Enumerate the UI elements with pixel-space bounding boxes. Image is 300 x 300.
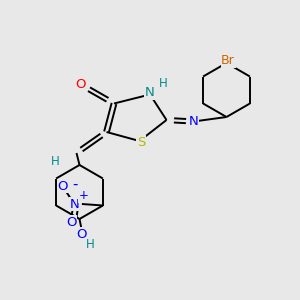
Text: S: S [137, 136, 145, 149]
Text: H: H [51, 155, 60, 168]
Text: H: H [86, 238, 95, 251]
Text: Br: Br [221, 54, 235, 67]
Text: O: O [76, 77, 86, 91]
Text: O: O [66, 215, 76, 229]
Text: O: O [58, 179, 68, 193]
Text: N: N [70, 197, 79, 211]
Text: -: - [72, 176, 78, 191]
Text: +: + [78, 189, 88, 202]
Text: O: O [77, 227, 87, 241]
Text: H: H [159, 77, 168, 91]
Text: N: N [189, 115, 198, 128]
Text: N: N [145, 86, 155, 100]
